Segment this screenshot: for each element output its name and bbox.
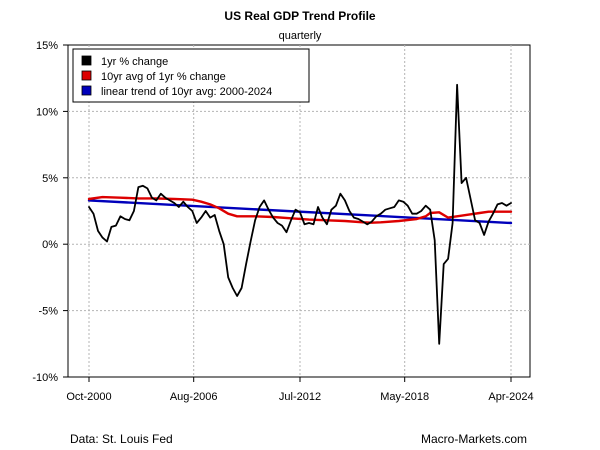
- x-tick-label: May-2018: [380, 391, 429, 403]
- legend-swatch-1: [81, 70, 92, 81]
- legend-label-1: 10yr avg of 1yr % change: [101, 71, 226, 83]
- legend-swatch-0: [81, 55, 92, 66]
- legend: 1yr % change 10yr avg of 1yr % change li…: [72, 48, 310, 103]
- footer-source: Data: St. Louis Fed: [70, 432, 173, 446]
- legend-swatch-2: [81, 85, 92, 96]
- series-group: [87, 83, 513, 345]
- chart-subtitle: quarterly: [279, 30, 322, 42]
- axes: -10% -5% 0% 5% 10% 15% Oct-2000 Aug-2006 Jul-201…: [32, 40, 533, 403]
- x-tick-label: Aug-2006: [170, 391, 218, 403]
- footer-site: Macro-Markets.com: [421, 432, 527, 446]
- legend-label-2: linear trend of 10yr avg: 2000-2024: [101, 86, 272, 98]
- chart-title: US Real GDP Trend Profile: [224, 9, 375, 23]
- y-tick-label: 5%: [42, 173, 58, 185]
- y-tick-label: -5%: [38, 306, 58, 318]
- series-line-0: [88, 83, 512, 345]
- series-line-1: [87, 195, 513, 224]
- legend-box: [72, 48, 310, 103]
- x-tick-label: Oct-2000: [66, 391, 111, 403]
- y-tick-label: 15%: [36, 40, 58, 52]
- y-tick-label: 10%: [36, 106, 58, 118]
- y-tick-label: -10%: [32, 372, 58, 384]
- legend-label-0: 1yr % change: [101, 56, 168, 68]
- x-tick-label: Apr-2024: [488, 391, 533, 403]
- x-tick-label: Jul-2012: [279, 391, 321, 403]
- y-tick-label: 0%: [42, 239, 58, 251]
- grid: [68, 45, 530, 377]
